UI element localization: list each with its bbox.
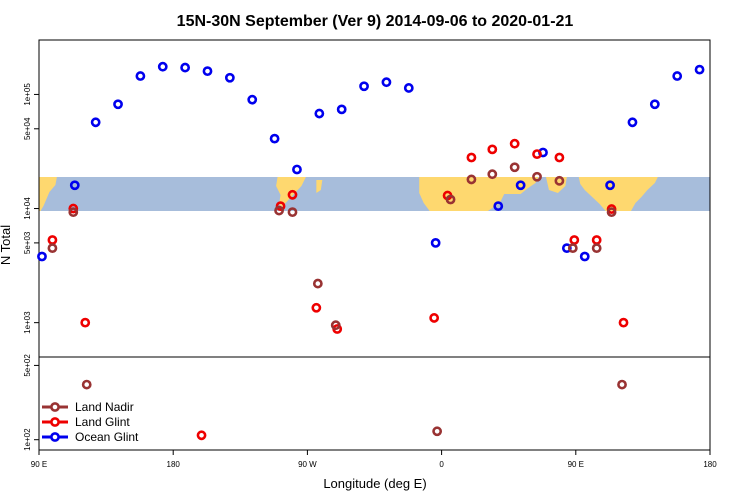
ocean-glint-point-11 — [292, 164, 302, 175]
ocean-glint-point-25 — [649, 99, 660, 110]
ocean-glint-point-7 — [202, 66, 213, 77]
ocean-glint-point-16 — [403, 83, 414, 93]
ocean-glint-point-4 — [135, 71, 146, 81]
ocean-glint-point-17 — [430, 237, 441, 248]
x-tick-label-2: 90 W — [298, 460, 317, 469]
y-upper-tick-label-3: 5e+04 — [23, 117, 32, 140]
series-land-glint — [47, 138, 629, 441]
y-upper-tick-label-2: 1e+04 — [23, 197, 32, 220]
ocean-glint-point-5 — [157, 61, 168, 72]
ocean-glint-point-10 — [269, 133, 280, 144]
series-ocean-glint — [37, 61, 705, 262]
y-axis-upper: 1e+03 5e+03 1e+04 5e+04 1e+05 — [23, 83, 39, 334]
ocean-glint-point-27 — [694, 64, 705, 75]
x-axis-label: Longitude (deg E) — [323, 476, 426, 491]
land-nadir-point-13 — [554, 175, 565, 186]
ocean-glint-point-1 — [69, 180, 80, 191]
land-glint-point-11 — [487, 144, 498, 155]
land-nadir-point-0 — [47, 243, 58, 254]
land-glint-point-3 — [196, 430, 207, 441]
ocean-glint-point-9 — [247, 94, 258, 105]
ocean-glint-point-23 — [605, 180, 615, 191]
land-glint-point-16 — [591, 235, 602, 245]
land-glint-point-2 — [80, 317, 91, 328]
land-nadir-point-6 — [330, 320, 341, 331]
land-nadir-point-12 — [532, 171, 542, 182]
ocean-glint-point-22 — [579, 251, 590, 262]
land-nadir-point-15 — [591, 243, 602, 254]
ocean-glint-point-8 — [224, 72, 235, 83]
land-glint-point-8 — [429, 313, 440, 323]
x-tick-label-4: 90 E — [568, 460, 584, 469]
legend-marker-ocean-glint — [50, 432, 60, 442]
y-upper-tick-label-4: 1e+05 — [23, 83, 32, 106]
data-points — [37, 61, 705, 441]
lower-panel-frame — [38, 356, 711, 451]
land-nadir-point-3 — [274, 205, 284, 216]
land-glint-point-14 — [554, 152, 565, 163]
series-land-nadir — [47, 162, 627, 437]
ocean-glint-point-0 — [37, 251, 47, 262]
land-glint-point-10 — [466, 152, 477, 163]
ocean-glint-point-12 — [314, 108, 325, 119]
x-tick-label-0: 90 E — [31, 460, 47, 469]
x-tick-label-5: 180 — [703, 460, 717, 469]
x-tick-label-3: 0 — [439, 460, 444, 469]
land-nadir-point-1 — [68, 207, 79, 218]
land-area-3 — [316, 180, 323, 193]
land-area-1 — [578, 177, 658, 211]
y-upper-tick-label-1: 5e+03 — [23, 231, 32, 254]
x-tick-label-1: 180 — [167, 460, 181, 469]
legend-marker-land-nadir — [50, 402, 60, 412]
y-axis-lower: 1e+02 5e+02 — [23, 354, 39, 451]
ocean-glint-point-3 — [113, 99, 123, 110]
y-lower-tick-label-0: 1e+02 — [23, 428, 32, 451]
ocean-glint-point-18 — [493, 201, 504, 212]
y-axis-label: N Total — [0, 225, 13, 265]
ocean-glint-point-24 — [627, 117, 638, 128]
legend-marker-land-glint — [50, 417, 60, 427]
land-glint-point-18 — [618, 317, 629, 328]
land-glint-point-5 — [287, 189, 298, 200]
land-nadir-point-8 — [445, 194, 456, 205]
ocean-glint-point-2 — [90, 117, 101, 128]
land-glint-point-0 — [47, 235, 58, 245]
ocean-glint-point-13 — [336, 104, 347, 115]
land-area-5 — [545, 177, 567, 193]
land-glint-point-15 — [569, 235, 580, 245]
legend-label-land-nadir: Land Nadir — [75, 400, 134, 414]
legend-label-land-glint: Land Glint — [75, 415, 130, 429]
land-nadir-point-5 — [312, 278, 323, 289]
ocean-glint-point-15 — [381, 77, 392, 88]
land-nadir-point-16 — [606, 207, 617, 218]
legend-label-ocean-glint: Ocean Glint — [75, 430, 139, 444]
y-upper-tick-label-0: 1e+03 — [23, 311, 32, 334]
land-nadir-point-7 — [432, 426, 443, 437]
ocean-glint-point-19 — [515, 180, 526, 191]
land-nadir-point-10 — [487, 169, 498, 180]
ocean-glint-point-26 — [672, 71, 683, 81]
land-nadir-point-9 — [466, 174, 477, 185]
ocean-glint-point-14 — [359, 81, 369, 92]
land-glint-point-6 — [311, 302, 322, 313]
land-nadir-point-14 — [567, 243, 578, 254]
land-glint-point-1 — [68, 203, 79, 214]
chart-title: 15N-30N September (Ver 9) 2014-09-06 to … — [177, 13, 574, 30]
land-glint-point-13 — [532, 149, 542, 160]
land-area-0 — [39, 177, 57, 211]
x-axis: 90 E 180 90 W 0 90 E 180 — [31, 450, 717, 469]
land-nadir-point-2 — [81, 379, 92, 390]
y-lower-tick-label-1: 5e+02 — [23, 354, 32, 377]
land-nadir-point-11 — [509, 162, 520, 173]
land-nadir-point-4 — [287, 207, 298, 218]
ocean-glint-point-6 — [180, 62, 191, 73]
land-glint-point-12 — [509, 138, 520, 149]
land-nadir-point-17 — [617, 379, 627, 390]
land-glint-point-4 — [275, 201, 286, 212]
